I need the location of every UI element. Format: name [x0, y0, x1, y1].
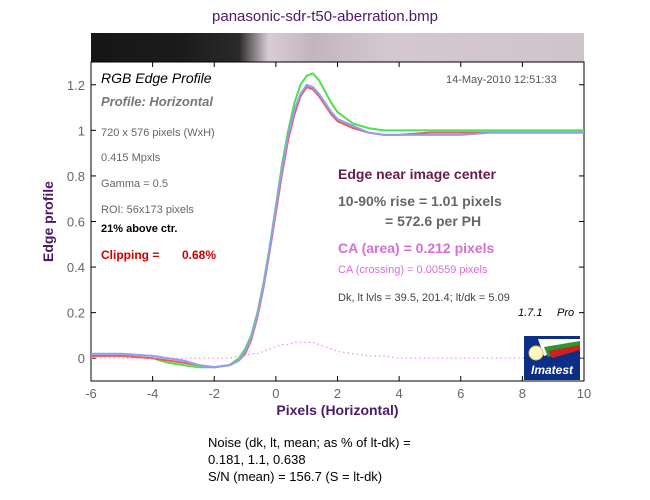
noise-summary: Noise (dk, lt, mean; as % of lt-dk) = 0.…	[208, 434, 411, 485]
rise-per-ph: = 572.6 per PH	[385, 213, 482, 229]
imatest-logo: Imatest	[524, 336, 580, 380]
y-axis-label: Edge profile	[40, 181, 56, 262]
image-size: 720 x 576 pixels (WxH)	[101, 127, 215, 139]
gamma: Gamma = 0.5	[101, 178, 168, 190]
noise-label: Noise (dk, lt, mean; as % of lt-dk) =	[208, 435, 411, 450]
x-axis-label: Pixels (Horizontal)	[276, 402, 398, 418]
y-tick-label: 1.2	[67, 78, 85, 93]
roi-size: ROI: 56x173 pixels	[101, 204, 194, 216]
chart-heading: RGB Edge Profile	[101, 70, 212, 86]
clipping-label: Clipping =	[101, 248, 160, 262]
y-tick-label: 0.4	[67, 260, 85, 275]
ca-area: CA (area) = 0.212 pixels	[338, 240, 495, 256]
edge-location: Edge near image center	[338, 166, 496, 182]
rise-distance: 10-90% rise = 1.01 pixels	[338, 193, 502, 209]
y-tick-label: 1	[78, 123, 85, 138]
gray-ramp-strip	[91, 33, 584, 62]
x-tick-label: 0	[272, 386, 279, 401]
series-line-1	[91, 72, 584, 369]
ca-crossing: CA (crossing) = 0.00559 pixels	[338, 264, 488, 276]
version-number: 1.7.1	[518, 307, 543, 319]
levels-readout: Dk, lt lvls = 39.5, 201.4; lt/dk = 5.09	[338, 292, 510, 304]
y-tick-label: 0.8	[67, 169, 85, 184]
x-tick-label: -6	[85, 386, 97, 401]
x-tick-label: 4	[396, 386, 403, 401]
x-tick-label: 8	[519, 386, 526, 401]
series-line-3	[91, 83, 584, 369]
figure-title: panasonic-sdr-t50-aberration.bmp	[212, 8, 438, 25]
x-tick-label: 10	[577, 386, 591, 401]
x-tick-label: 6	[457, 386, 464, 401]
profile-label: Profile: Horizontal	[101, 94, 213, 109]
plot-frame	[90, 61, 585, 382]
y-tick-label: 0.6	[67, 215, 85, 230]
noise-values: 0.181, 1.1, 0.638	[208, 452, 306, 467]
logo-text: Imatest	[530, 363, 574, 377]
x-tick-label: -2	[208, 386, 220, 401]
y-tick-label: 0	[78, 351, 85, 366]
snr-readout: S/N (mean) = 156.7 (S = lt-dk)	[208, 469, 383, 484]
series-line-4	[91, 341, 584, 359]
clipping-value: 0.68%	[182, 248, 217, 262]
x-tick-label: -4	[147, 386, 159, 401]
x-tick-label: 2	[334, 386, 341, 401]
roi-offset: 21% above ctr.	[101, 223, 178, 235]
y-tick-label: 0.2	[67, 306, 85, 321]
megapixels: 0.415 Mpxls	[101, 152, 161, 164]
version-edition: Pro	[557, 307, 575, 319]
timestamp: 14-May-2010 12:51:33	[446, 74, 557, 86]
